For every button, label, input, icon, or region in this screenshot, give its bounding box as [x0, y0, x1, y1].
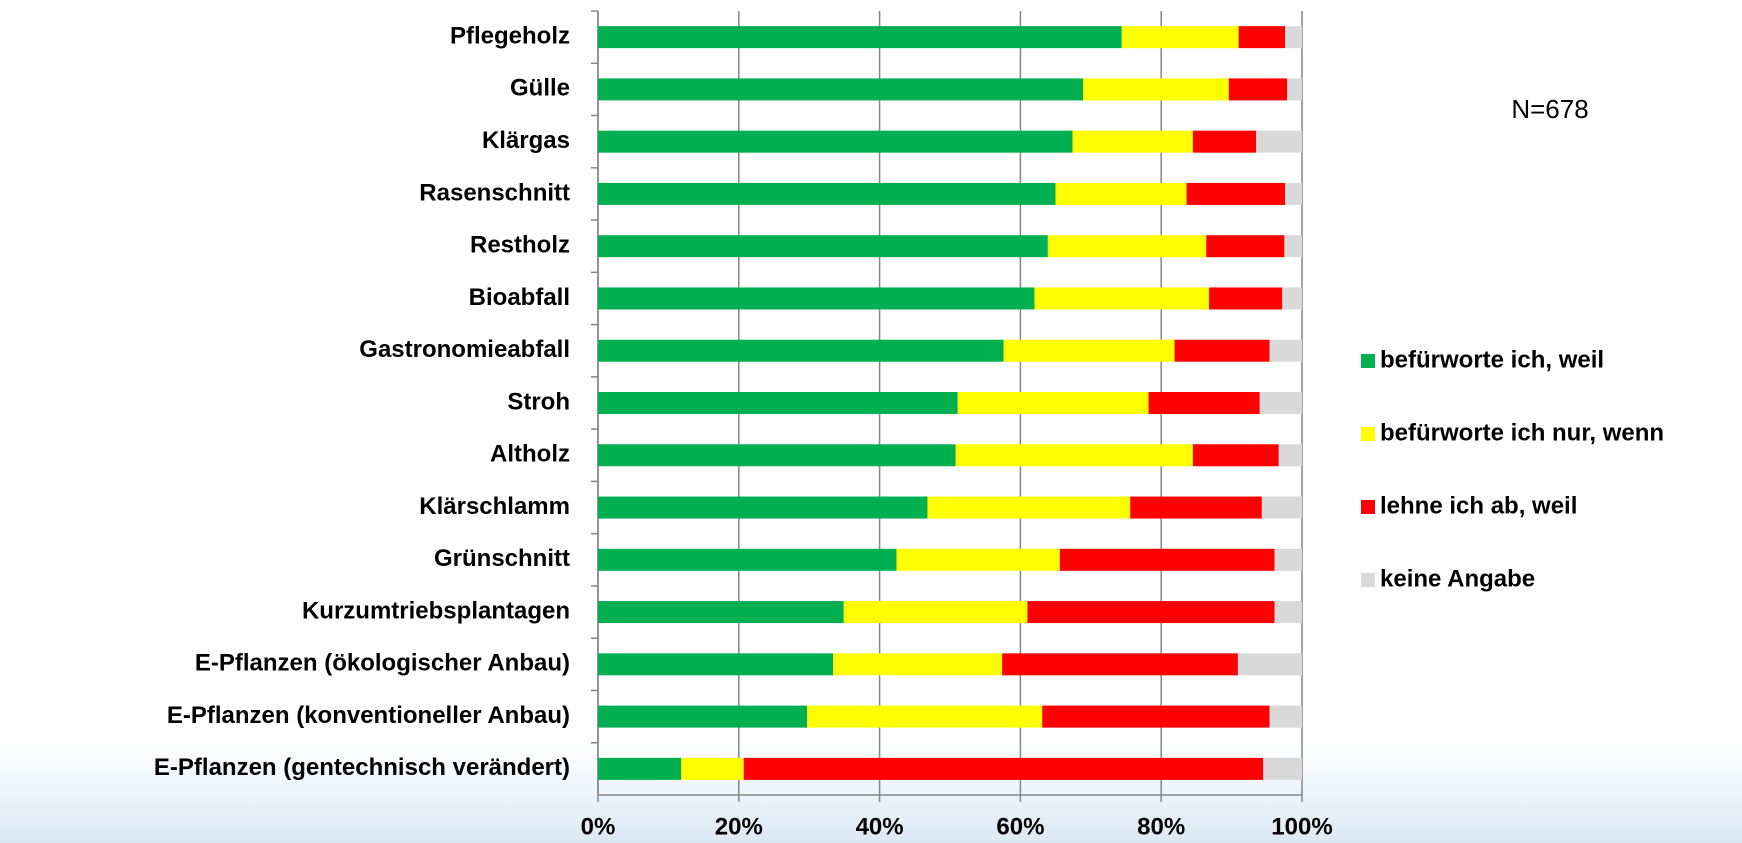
- x-tick-label: 60%: [996, 813, 1044, 840]
- legend-label: keine Angabe: [1380, 565, 1535, 592]
- bar-segment: [1237, 653, 1302, 676]
- bar-segment: [598, 339, 1004, 362]
- y-tick-label: Klärschlamm: [419, 493, 570, 520]
- bar-segment: [598, 26, 1122, 49]
- legend-swatch: [1361, 500, 1375, 514]
- bar-segment: [598, 548, 897, 571]
- bar-segment: [598, 653, 834, 676]
- bar-segment: [598, 392, 958, 414]
- bar-segment: [681, 757, 744, 780]
- y-tick-label: Restholz: [470, 232, 570, 259]
- bar-segment: [1027, 601, 1275, 624]
- bar-segment: [957, 392, 1149, 414]
- legend-swatch: [1361, 354, 1375, 368]
- bar-segment: [598, 78, 1084, 101]
- y-tick-label: Klärgas: [482, 127, 570, 154]
- y-tick-label: Grünschnitt: [434, 545, 570, 572]
- bar-segment: [1285, 26, 1302, 49]
- bar-segment: [1228, 78, 1288, 101]
- bar-segment: [598, 496, 928, 519]
- bar-segment: [1003, 339, 1175, 362]
- bar-segment: [896, 548, 1060, 571]
- bar-segment: [598, 705, 808, 728]
- y-tick-label: Stroh: [507, 388, 570, 415]
- bar-segment: [1192, 444, 1279, 467]
- bar-segment: [598, 601, 844, 624]
- bar-segment: [1285, 182, 1302, 205]
- bar-segment: [1047, 235, 1207, 258]
- bar-segment: [1259, 392, 1302, 414]
- y-tick-label: Altholz: [490, 441, 570, 468]
- bar-segment: [1278, 444, 1302, 467]
- bar-segment: [743, 757, 1264, 780]
- y-tick-label: E-Pflanzen (gentechnisch verändert): [154, 754, 570, 781]
- bar-segment: [1274, 548, 1302, 571]
- bar-segment: [1238, 26, 1286, 49]
- y-tick-label: Bioabfall: [469, 284, 570, 311]
- bar-segment: [1055, 182, 1187, 205]
- y-tick-label: Pflegeholz: [450, 22, 570, 49]
- bar-segment: [1269, 705, 1302, 728]
- annotation: N=678: [1511, 94, 1588, 124]
- bar-segment: [1192, 130, 1257, 153]
- bar-segment: [1274, 601, 1302, 624]
- bar-segment: [1072, 130, 1193, 153]
- bar-segment: [598, 235, 1048, 258]
- y-tick-label: Kurzumtriebsplantagen: [302, 597, 570, 624]
- legend-label: befürworte ich, weil: [1380, 346, 1604, 373]
- bar-segment: [1002, 653, 1238, 676]
- bar-segment: [1174, 339, 1270, 362]
- x-tick-label: 20%: [715, 813, 763, 840]
- bar-segment: [1121, 26, 1239, 49]
- bar-segment: [598, 757, 682, 780]
- y-tick-label: E-Pflanzen (konventioneller Anbau): [167, 702, 570, 729]
- legend-label: lehne ich ab, weil: [1380, 492, 1577, 519]
- bar-segment: [1263, 757, 1302, 780]
- bar-segment: [843, 601, 1028, 624]
- legend-swatch: [1361, 573, 1375, 587]
- y-tick-label: Gastronomieabfall: [359, 336, 570, 363]
- bar-segment: [598, 444, 956, 467]
- legend-label: befürworte ich nur, wenn: [1380, 419, 1664, 446]
- bar-segment: [1284, 235, 1302, 258]
- bar-segment: [1042, 705, 1270, 728]
- x-tick-label: 100%: [1271, 813, 1332, 840]
- y-tick-label: Rasenschnitt: [419, 179, 570, 206]
- x-tick-label: 0%: [581, 813, 616, 840]
- bar-segment: [598, 182, 1056, 205]
- bar-segment: [1287, 78, 1302, 101]
- bar-segment: [927, 496, 1131, 519]
- bar-segment: [1034, 287, 1210, 310]
- bar-segment: [1206, 235, 1285, 258]
- bar-segment: [1282, 287, 1302, 310]
- bar-segment: [1209, 287, 1283, 310]
- x-tick-label: 80%: [1137, 813, 1185, 840]
- bar-segment: [1186, 182, 1286, 205]
- bar-segment: [1130, 496, 1262, 519]
- bar-segment: [598, 287, 1035, 310]
- legend-swatch: [1361, 427, 1375, 441]
- y-tick-label: E-Pflanzen (ökologischer Anbau): [195, 650, 570, 677]
- bar-segment: [1148, 392, 1260, 414]
- bar-segment: [1256, 130, 1302, 153]
- bar-segment: [598, 130, 1073, 153]
- bar-segment: [807, 705, 1043, 728]
- bar-segment: [1261, 496, 1302, 519]
- y-tick-label: Gülle: [510, 75, 570, 102]
- x-tick-label: 40%: [856, 813, 904, 840]
- bar-segment: [955, 444, 1193, 467]
- bar-segment: [1083, 78, 1229, 101]
- bar-segment: [1059, 548, 1275, 571]
- bar-segment: [1269, 339, 1302, 362]
- bar-segment: [833, 653, 1003, 676]
